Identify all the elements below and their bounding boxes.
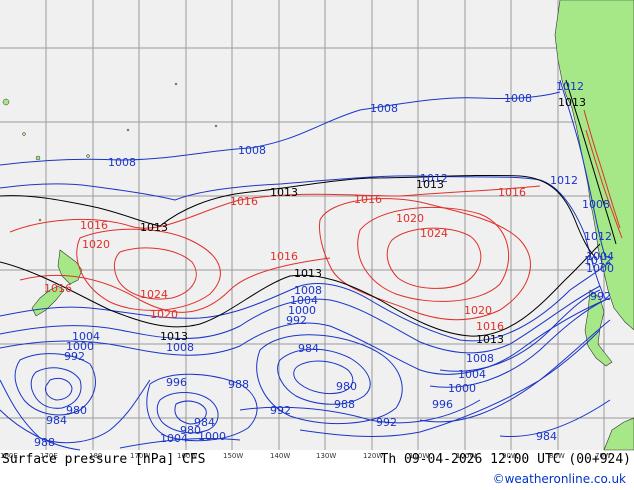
isobar-label: 1008: [294, 284, 322, 297]
lon-label: 160E: [0, 452, 18, 460]
isobar-label: 1004: [458, 368, 486, 381]
isobar-label: 1016: [498, 186, 526, 199]
isobar-label: 1000: [586, 262, 614, 275]
antarctic-peninsula: [603, 417, 634, 451]
ocean: [0, 0, 634, 450]
isobar-label: 1004: [72, 330, 100, 343]
isobar-label: 1020: [396, 212, 424, 225]
isobar-label: 1008: [108, 156, 136, 169]
isobar-label: 1020: [464, 304, 492, 317]
low-isobar-labels: 1008 1008 1008 1008 1012 1012 1012 1012 …: [34, 80, 614, 449]
isobar-label: 1013: [416, 178, 444, 191]
isobar-label: 1012: [556, 80, 584, 93]
isobar-label: 1008: [504, 92, 532, 105]
standard-isobars-1013: [0, 79, 617, 337]
isobar-label: 988: [334, 398, 355, 411]
low-pressure-isobars: [0, 79, 611, 451]
lon-label: 110W: [409, 452, 429, 460]
isobar-label: 1016: [230, 195, 258, 208]
pacific-islands: [2, 82, 218, 222]
isobar-label: 1012: [584, 230, 612, 243]
isobar-label: 1000: [288, 304, 316, 317]
isobar-label: 1016: [80, 219, 108, 232]
source-credit-link[interactable]: ©weatheronline.co.uk: [492, 472, 626, 486]
lon-label: 180: [89, 452, 102, 460]
isobar-label: 1000: [198, 430, 226, 443]
isobar-label: 1016: [476, 320, 504, 333]
isobar-label: 1013: [476, 333, 504, 346]
isobar-label: 992: [590, 290, 611, 303]
isobar-label: 992: [64, 350, 85, 363]
isobar-label: 992: [286, 314, 307, 327]
isobar-label: 1008: [466, 352, 494, 365]
isobar-label: 1013: [270, 186, 298, 199]
isobar-label: 1016: [270, 250, 298, 263]
isobar-label: 1012: [550, 174, 578, 187]
isobar-label: 1024: [140, 288, 168, 301]
isobar-label: 1004: [160, 432, 188, 445]
patagonia-coast: [584, 289, 613, 367]
lon-label: 130W: [316, 452, 336, 460]
isobar-label: 1000: [66, 340, 94, 353]
lon-label: 90W: [502, 452, 518, 460]
isobar-label: 984: [536, 430, 557, 443]
isobar-label: 1013: [140, 221, 168, 234]
isobar-label: 980: [336, 380, 357, 393]
lon-label: 170E: [40, 452, 58, 460]
isobar-label: 1020: [150, 308, 178, 321]
standard-isobar-labels: 1013 1013 1013 1013 1013 1013 1013: [140, 96, 586, 346]
isobar-label: 1020: [82, 238, 110, 251]
lon-label: 120W: [363, 452, 383, 460]
isobar-label: 1004: [586, 250, 614, 263]
isobar-label: 980: [66, 404, 87, 417]
isobar-label: 1016: [44, 282, 72, 295]
isobar-label: 980: [180, 424, 201, 437]
valid-time: Th 09-04-2026 12:00 UTC (00+924): [380, 452, 631, 467]
isobar-label: 984: [298, 342, 319, 355]
lon-label: 150W: [223, 452, 243, 460]
isobar-label: 1013: [558, 96, 586, 109]
isobar-label: 996: [432, 398, 453, 411]
high-isobar-labels: 1016 1020 1016 1024 1020 1016 1016 1016 …: [44, 186, 526, 333]
isobar-label: 988: [228, 378, 249, 391]
isobar-label: 1013: [160, 330, 188, 343]
isobar-label: 988: [34, 436, 55, 449]
isobar-label: 1000: [448, 382, 476, 395]
isobar-label: 1008: [582, 198, 610, 211]
lon-label: 140W: [270, 452, 290, 460]
isobar-label: 984: [46, 414, 67, 427]
isobar-label: 1008: [166, 341, 194, 354]
lon-label: 170W: [130, 452, 150, 460]
isobar-label: 1008: [370, 102, 398, 115]
isobar-label: 1004: [290, 294, 318, 307]
isobar-label: 1012: [584, 254, 612, 267]
isobar-label: 1016: [354, 193, 382, 206]
isobar-label: 992: [270, 404, 291, 417]
longitude-axis: 160E 170E 180 170W 160W 150W 140W 130W 1…: [0, 452, 611, 460]
high-pressure-isobars: [9, 109, 623, 321]
isobar-label: 1013: [294, 267, 322, 280]
lon-label: 100W: [456, 452, 476, 460]
chart-title: Surface pressure [hPa] CFS: [2, 452, 206, 467]
isobar-label: 1008: [238, 144, 266, 157]
isobar-label: 992: [376, 416, 397, 429]
isobar-label: 1024: [420, 227, 448, 240]
isobar-label: 984: [194, 416, 215, 429]
lon-label: 70W: [595, 452, 611, 460]
isobar-label: 996: [166, 376, 187, 389]
south-america-land: [554, 0, 634, 331]
isobar-label: 1012: [420, 172, 448, 185]
lon-label: 80W: [549, 452, 565, 460]
lon-label: 160W: [177, 452, 197, 460]
new-zealand-south-island: [31, 285, 65, 317]
lat-lon-grid: [0, 0, 634, 450]
